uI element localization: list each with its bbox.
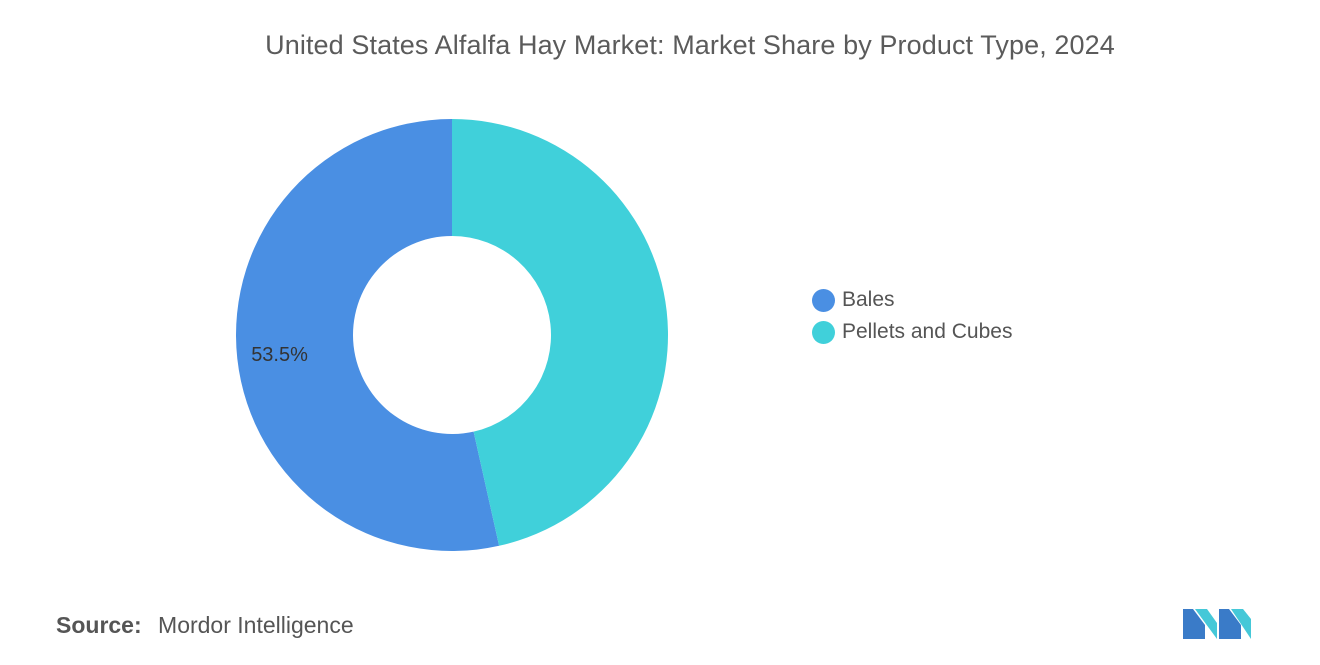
slice-bales[interactable]	[236, 119, 500, 551]
source-value: Mordor Intelligence	[158, 612, 354, 638]
data-label-bales: 53.5%	[251, 344, 308, 366]
slice-pellets-and-cubes[interactable]	[452, 119, 669, 546]
chart-title: United States Alfalfa Hay Market: Market…	[265, 30, 1115, 60]
source-note: Source: Mordor Intelligence	[56, 612, 354, 639]
legend-label-bales: Bales	[842, 288, 895, 311]
legend-swatch-pellets-and-cubes	[812, 320, 835, 344]
legend-swatch-bales	[812, 288, 835, 312]
legend-label-pellets-and-cubes: Pellets and Cubes	[842, 320, 1013, 343]
legend: Bales Pellets and Cubes	[812, 284, 1012, 348]
source-label: Source:	[56, 612, 142, 638]
legend-item-pellets-and-cubes[interactable]: Pellets and Cubes	[812, 316, 1012, 348]
mordor-intelligence-logo-icon	[1183, 609, 1251, 639]
legend-item-bales[interactable]: Bales	[812, 284, 1012, 316]
